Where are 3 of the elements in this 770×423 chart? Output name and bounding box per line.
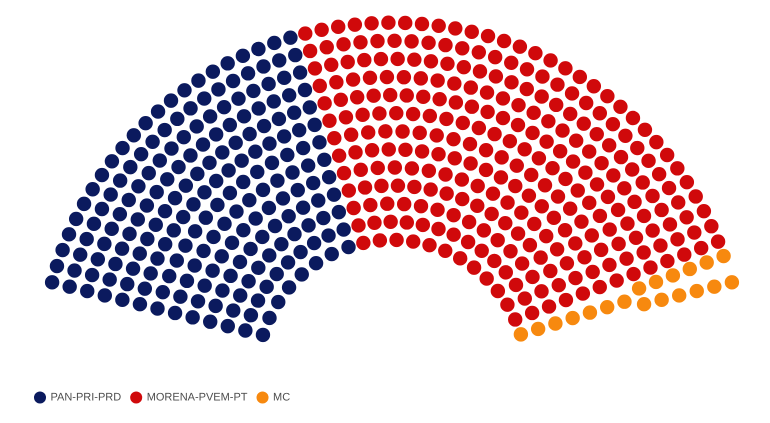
legend-label: MORENA-PVEM-PT [146, 392, 248, 404]
legend-label: PAN-PRI-PRD [50, 392, 122, 404]
legend-label: MC [273, 392, 290, 404]
